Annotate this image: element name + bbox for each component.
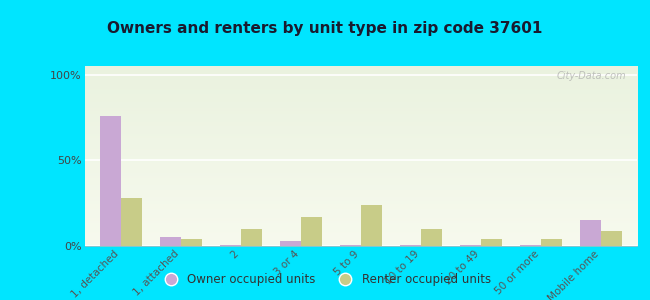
Bar (520, 245, 541, 246)
Text: City-Data.com: City-Data.com (556, 71, 626, 81)
Bar (400, 245, 421, 246)
Text: Owners and renters by unit type in zip code 37601: Owners and renters by unit type in zip c… (107, 21, 543, 36)
Bar (580, 220, 601, 246)
Bar (240, 229, 262, 246)
Bar (99, 116, 120, 246)
Bar (541, 239, 562, 246)
Bar (340, 245, 361, 246)
Bar (301, 217, 322, 246)
Bar (421, 229, 442, 246)
Legend: Owner occupied units, Renter occupied units: Owner occupied units, Renter occupied un… (154, 269, 496, 291)
Bar (460, 245, 481, 246)
Bar (120, 198, 142, 246)
Bar (601, 231, 622, 246)
Bar (361, 205, 382, 246)
Bar (181, 239, 202, 246)
Bar (159, 237, 181, 246)
Bar (481, 239, 502, 246)
Bar (280, 241, 301, 246)
Bar (220, 245, 240, 246)
